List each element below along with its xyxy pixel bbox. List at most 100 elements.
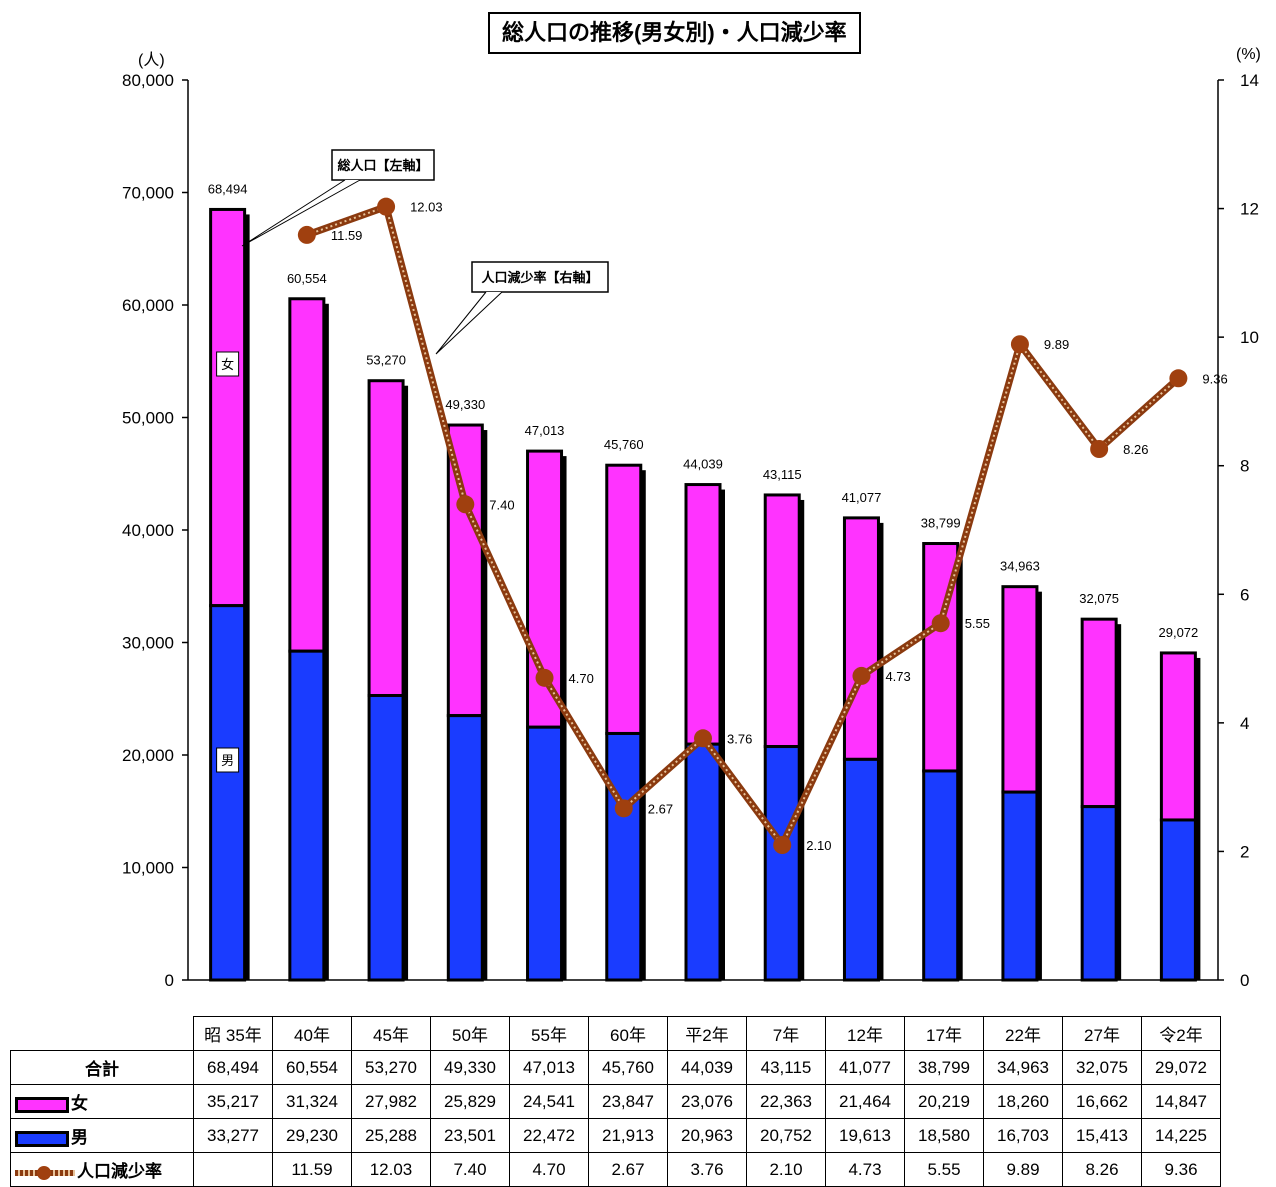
right-tick-label: 2: [1240, 842, 1249, 861]
bar-female: [684, 483, 722, 746]
table-cell: 18,580: [904, 1118, 984, 1153]
total-label: 45,760: [604, 437, 644, 452]
right-tick-label: 8: [1240, 457, 1249, 476]
bar-female: [842, 516, 880, 761]
rate-point: [931, 614, 950, 633]
bar-female: [1001, 585, 1039, 794]
left-tick-label: 20,000: [122, 746, 174, 765]
table-cell: 23,847: [588, 1084, 668, 1119]
bar-male: [209, 604, 247, 982]
rate-legend-swatch: [15, 1165, 75, 1181]
table-cell: 15,413: [1062, 1118, 1142, 1153]
table-cell: 53,270: [351, 1050, 431, 1085]
population-chart: 0 10,000 20,000 30,000 40,000 50,000 60,000 70,…: [122, 71, 1259, 990]
right-axis-unit: (%): [1236, 46, 1261, 63]
male-tag: 男: [221, 753, 234, 768]
left-tick-label: 40,000: [122, 521, 174, 540]
rate-point: [456, 495, 475, 514]
category-label: 27年: [1062, 1016, 1142, 1051]
row-label-text: 人口減少率: [77, 1162, 162, 1181]
bar-male: [763, 745, 801, 982]
chart-title: 総人口の推移(男女別)・人口減少率: [488, 12, 861, 54]
rate-label: 5.55: [965, 616, 990, 631]
table-cell: 41,077: [825, 1050, 905, 1085]
table-cell: 11.59: [272, 1152, 352, 1187]
rate-label: 7.40: [489, 497, 514, 512]
rate-label: 2.67: [648, 801, 673, 816]
table-row: 男 33,277 29,230 25,288 23,501 22,472 21,913 20,…: [10, 1118, 1221, 1153]
table-cell: 2.67: [588, 1152, 668, 1187]
category-label: 22年: [983, 1016, 1063, 1051]
female-tag: 女: [221, 357, 234, 372]
total-label: 38,799: [921, 516, 961, 531]
bar-female: [605, 463, 643, 735]
table-cell: 32,075: [1062, 1050, 1142, 1085]
table-cell: 49,330: [430, 1050, 510, 1085]
left-tick-label: 0: [165, 971, 174, 990]
table-cell: 34,963: [983, 1050, 1063, 1085]
total-callout-text: 総人口【左軸】: [337, 158, 428, 173]
right-tick-label: 12: [1240, 200, 1259, 219]
table-cell: 16,703: [983, 1118, 1063, 1153]
rate-point: [614, 799, 633, 818]
table-cell: 35,217: [193, 1084, 273, 1119]
bar-male: [842, 757, 880, 982]
bar-male: [367, 694, 405, 982]
left-tick-label: 70,000: [122, 184, 174, 203]
total-label: 68,494: [208, 181, 248, 196]
table-cell: 19,613: [825, 1118, 905, 1153]
table-cell: 4.73: [825, 1152, 905, 1187]
left-tick-label: 30,000: [122, 634, 174, 653]
category-label: 12年: [825, 1016, 905, 1051]
rate-label: 8.26: [1123, 442, 1148, 457]
rate-point: [852, 666, 871, 685]
bar-female: [367, 379, 405, 698]
table-cell: 20,219: [904, 1084, 984, 1119]
right-tick-label: 14: [1240, 71, 1259, 90]
total-callout-pointer: [241, 179, 361, 247]
table-cell: 23,501: [430, 1118, 510, 1153]
table-cell: 29,072: [1141, 1050, 1221, 1085]
rate-label: 2.10: [806, 838, 831, 853]
table-cell: 14,847: [1141, 1084, 1221, 1119]
table-cell: 18,260: [983, 1084, 1063, 1119]
right-tick-label: 4: [1240, 714, 1249, 733]
table-cell: 5.55: [904, 1152, 984, 1187]
bar-male: [922, 769, 960, 982]
category-label: 45年: [351, 1016, 431, 1051]
table-corner: [10, 1016, 194, 1051]
rate-point: [297, 225, 316, 244]
total-label: 53,270: [366, 353, 406, 368]
table-cell: 68,494: [193, 1050, 273, 1085]
left-tick-label: 60,000: [122, 296, 174, 315]
table-row: 人口減少率 11.59 12.03 7.40 4.70 2.67 3.76 2.10 4.73 5…: [10, 1152, 1221, 1187]
rate-line-outer: [305, 203, 1181, 849]
table-cell: 20,752: [746, 1118, 826, 1153]
total-label: 44,039: [683, 457, 723, 472]
table-cell: 14,225: [1141, 1118, 1221, 1153]
bar-male: [1159, 818, 1197, 982]
rate-label: 11.59: [331, 228, 363, 243]
table-row: 女 35,217 31,324 27,982 25,829 24,541 23,847 23,…: [10, 1084, 1221, 1119]
rate-point: [1090, 440, 1109, 458]
row-label: 人口減少率: [10, 1152, 194, 1187]
rate-label: 12.03: [410, 200, 443, 215]
total-label: 41,077: [842, 490, 882, 505]
bar-male: [446, 714, 484, 982]
male-tag-box: [216, 747, 240, 773]
category-label: 平2年: [667, 1016, 747, 1051]
table-cell: 2.10: [746, 1152, 826, 1187]
total-label: 29,072: [1159, 625, 1199, 640]
row-label: 合計: [10, 1050, 194, 1085]
table-cell: [193, 1152, 273, 1187]
table-cell: 22,472: [509, 1118, 589, 1153]
table-cell: 43,115: [746, 1050, 826, 1085]
bar-female: [1159, 651, 1197, 822]
category-label: 昭 35年: [193, 1016, 273, 1051]
rate-label: 9.89: [1044, 337, 1069, 352]
table-cell: 60,554: [272, 1050, 352, 1085]
table-cell: 45,760: [588, 1050, 668, 1085]
left-tick-label: 80,000: [122, 71, 174, 90]
rate-point: [773, 836, 792, 854]
rate-callout-pointer: [435, 291, 503, 355]
